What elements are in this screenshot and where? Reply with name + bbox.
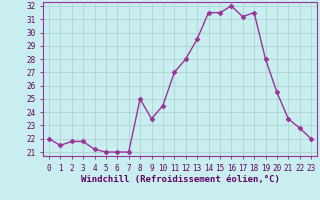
X-axis label: Windchill (Refroidissement éolien,°C): Windchill (Refroidissement éolien,°C) — [81, 175, 279, 184]
